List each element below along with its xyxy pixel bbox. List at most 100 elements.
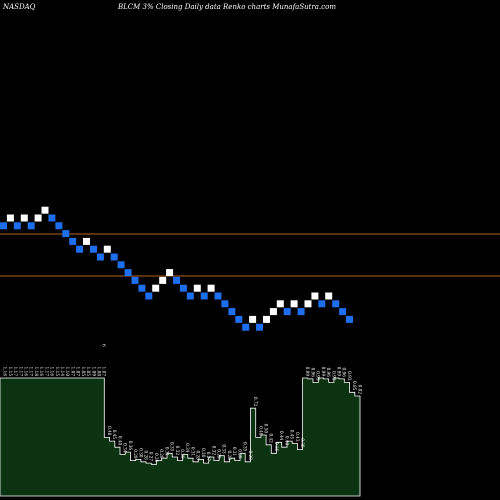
renko-bricks [0,206,353,331]
volume-label: 0.85 [352,381,357,391]
volume-label: 0.93 [331,371,336,381]
volume-label: 0.44 [279,431,284,441]
renko-brick-down [76,245,84,253]
renko-brick-up [83,237,90,245]
volume-label: 0.31 [190,447,195,457]
volume-label: 0.35 [243,442,248,452]
renko-brick-up [304,300,312,308]
volume-label: 0.29 [217,449,222,459]
renko-brick-down [186,292,194,300]
volume-label: 0.72 [253,397,258,407]
renko-brick-down [339,308,347,316]
renko-brick-down [90,245,97,253]
volume-label: 1.16 [3,367,8,377]
volume-label: 0.34 [123,443,128,453]
volume-label: 1.15 [55,367,60,377]
volume-label: 0.99 [321,367,326,377]
volume-label: 0.29 [237,449,242,459]
renko-brick-down [179,284,187,292]
volume-label: 0.93 [316,371,321,381]
volume-label: 0.28 [196,450,201,460]
renko-brick-down [124,269,132,277]
renko-brick-down [13,222,21,230]
volume-label: 0.29 [159,449,164,459]
volume-label: 1.17 [29,367,34,377]
renko-brick-down [332,300,340,308]
volume-label: 0.38 [300,438,305,448]
renko-brick-down [221,300,229,308]
volume-label: 0.82 [357,385,362,395]
renko-brick-up [263,315,270,323]
volume-label: 1.16 [39,367,44,377]
volume-label: 0.26 [154,453,159,463]
renko-brick-up [20,214,28,222]
volume-label: 1.10 [65,367,70,377]
renko-brick-down [69,237,77,245]
renko-brick-down [283,308,291,316]
volume-label: 0.31 [232,447,237,457]
volume-label: 0.50 [264,424,269,434]
volume-label: 1.18 [34,367,39,377]
volume-label: 0.35 [274,442,279,452]
renko-brick-up [276,300,284,308]
volume-label: 1.14 [60,367,65,377]
volume-label: 1.05 [86,367,91,377]
volume-label: 0.36 [128,441,133,451]
volume-label: 0.99 [305,367,310,377]
volume-label: 0.96 [342,368,347,378]
renko-brick-up [152,284,160,292]
renko-brick-up [6,214,14,222]
renko-brick-up [159,276,167,284]
volume-label: 0.29 [180,449,185,459]
volume-label: 1.07 [102,367,107,377]
renko-brick-up [166,269,174,277]
volume-labels: 1.16 1.15 1.17 1.17 1.16 1.17 1.18 1.16 1.17 1.16… [3,344,363,463]
volume-label: 0.31 [164,447,169,457]
renko-brick-down [145,292,153,300]
renko-brick-down [117,261,125,269]
renko-brick-down [27,222,35,230]
volume-label: 0.30 [138,448,143,458]
renko-brick-up [103,245,111,253]
volume-label: 0.93 [347,371,352,381]
renko-brick-down [55,222,63,230]
renko-brick-down [48,214,56,222]
volume-label: 0.48 [107,426,112,436]
renko-brick-up [193,284,201,292]
volume-label: 0.28 [248,450,253,460]
renko-brick-down [235,315,243,323]
volume-label: 0.33 [222,444,227,454]
volume-label: 1.17 [13,367,18,377]
chart-title: BLCM 3% Closing Daily data Renko charts … [118,3,336,11]
volume-label: 1.17 [44,367,49,377]
volume-label: 0.34 [185,443,190,453]
volume-label: 0.28 [227,450,232,460]
volume-label: 1.16 [50,367,55,377]
renko-brick-up [311,292,319,300]
volume-label: 0.96 [326,368,331,378]
volume-label: 1.16 [24,367,29,377]
volume-label: 1.09 [91,367,96,377]
exchange-label: NASDAQ [3,3,36,11]
renko-brick-down [200,292,208,300]
renko-brick-down [228,308,236,316]
volume-label: 1.08 [97,367,102,377]
volume-label: 0.45 [290,430,295,440]
volume-label: 0.40 [284,436,289,446]
reference-lines [0,233,500,277]
volume-label: 0.27 [149,452,154,462]
volume-label: 0.30 [201,448,206,458]
renko-brick-up [290,300,298,308]
renko-brick-down [297,308,305,316]
renko-brick-down [110,253,118,261]
renko-brick-up [325,292,333,300]
renko-brick-down [96,253,104,261]
volume-area-shape [0,377,361,497]
volume-label: 1.17 [18,367,23,377]
extra-label: 6 [102,344,107,347]
volume-label: 0.48 [258,426,263,436]
volume-label: 0.32 [211,446,216,456]
volume-label: 0.45 [112,430,117,440]
renko-brick-down [256,323,263,331]
volume-label: 0.28 [144,450,149,460]
